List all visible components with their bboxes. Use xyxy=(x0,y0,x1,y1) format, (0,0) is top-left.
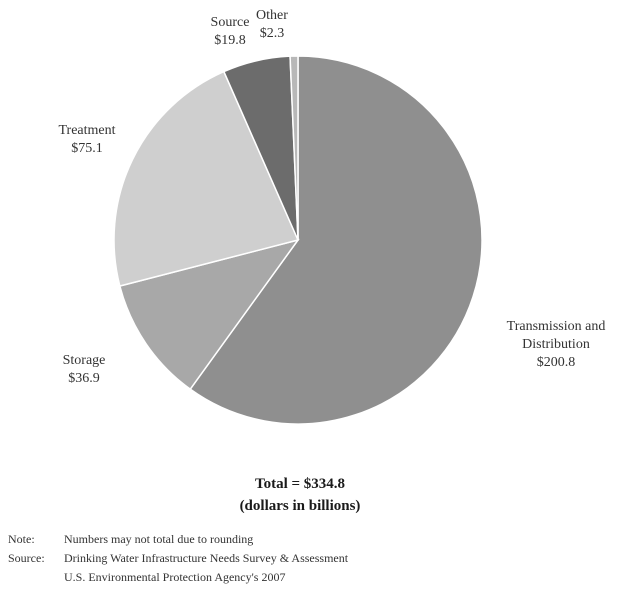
total-label: Total = $334.8 xyxy=(254,476,346,492)
slice-value: $200.8 xyxy=(537,355,576,370)
slice-value: $75.1 xyxy=(71,141,103,156)
slice-label-4: Source $19.8 xyxy=(211,15,250,48)
source-row: Source: Drinking Water Infrastructure Nee… xyxy=(8,551,348,566)
note-label: Note: xyxy=(8,532,35,546)
slice-value: $36.9 xyxy=(68,371,100,386)
units-label: (dollars in billions) xyxy=(239,498,361,514)
slice-name-line: Treatment xyxy=(58,123,115,138)
note-text: Numbers may not total due to rounding xyxy=(64,532,254,546)
slice-value: $2.3 xyxy=(260,26,285,41)
slice-name-line: Source xyxy=(211,15,250,30)
pie-slice-5 xyxy=(289,55,299,241)
slice-name-line: Distribution xyxy=(522,337,590,352)
source-text-line-1: Drinking Water Infrastructure Needs Surv… xyxy=(64,551,349,565)
pie-slice-3 xyxy=(113,70,300,287)
slice-value: $19.8 xyxy=(214,33,246,48)
slice-name-line: Other xyxy=(256,8,288,23)
pie-slice-2 xyxy=(118,238,300,391)
slice-label-2: Storage $36.9 xyxy=(63,353,106,386)
source-label: Source: xyxy=(8,551,45,565)
note-row: Note: Numbers may not total due to roundi… xyxy=(8,532,253,547)
slice-label-1: Transmission and Distribution $200.8 xyxy=(507,319,606,370)
slice-label-3: Treatment $75.1 xyxy=(58,123,115,156)
source-text-line-2: U.S. Environmental Protection Agency's 2… xyxy=(64,570,286,584)
slice-name-line: Transmission and xyxy=(507,319,606,334)
pie-labels: Transmission and Distribution $200.8 Storag… xyxy=(58,8,605,386)
slice-name-line: Storage xyxy=(63,353,106,368)
slice-label-5: Other $2.3 xyxy=(256,8,288,41)
source-row-2: U.S. Environmental Protection Agency's 2… xyxy=(64,570,285,585)
pie-slices xyxy=(113,55,483,425)
pie-slice-1 xyxy=(189,55,483,425)
